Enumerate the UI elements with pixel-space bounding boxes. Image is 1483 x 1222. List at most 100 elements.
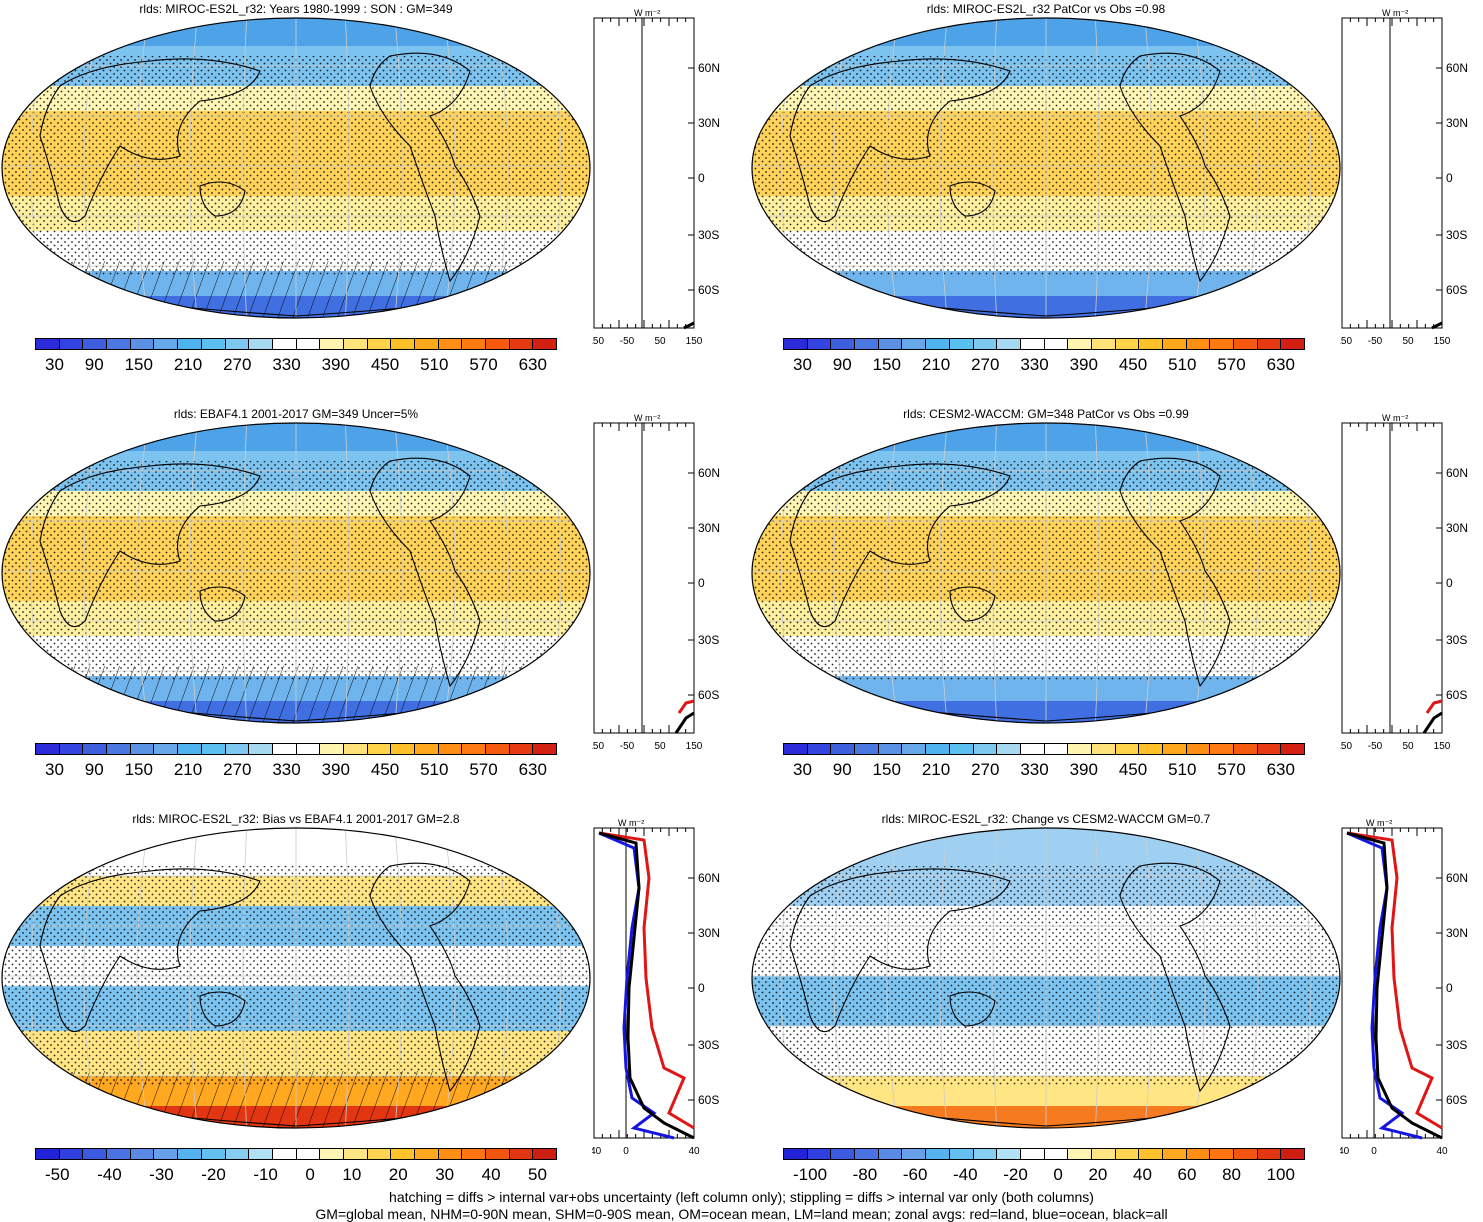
map-title: rlds: CESM2-WACCM: GM=348 PatCor vs Obs …: [903, 407, 1189, 421]
zonal-x-tick-label: 40: [688, 1146, 700, 1157]
zonal-x-tick-label: -150: [1340, 336, 1352, 347]
colorbar-swatch: [973, 339, 998, 349]
colorbar-tick-label: 390: [321, 760, 350, 779]
colorbar-tick-label: 10: [342, 1165, 362, 1184]
world-map: [751, 827, 1341, 1129]
colorbar-swatch: [59, 744, 84, 754]
colorbar-tick-label: -40: [953, 1165, 978, 1184]
colorbar-swatch: [83, 744, 108, 754]
colorbar-tick-label: 30: [793, 355, 812, 374]
colorbar-swatch: [320, 339, 344, 349]
colorbar-swatch: [83, 1149, 108, 1159]
colorbar-swatch: [973, 1149, 998, 1159]
colorbar-tick-label: 20: [1088, 1165, 1108, 1184]
colorbar-tick-label: 510: [1168, 355, 1197, 374]
colorbar-swatch: [1163, 1149, 1187, 1159]
colorbar-swatch: [949, 1149, 974, 1159]
colorbar: [783, 338, 1305, 350]
zonal-mean-plot: W m⁻² 60N 30N 0 30S 60S -40 0 40: [1340, 818, 1468, 1157]
colorbar-swatch: [807, 744, 832, 754]
colorbar-swatch: [343, 339, 368, 349]
colorbar-labels: 30 90 150 210 270 330 390 450 510 570 630: [45, 760, 547, 780]
colorbar-swatch: [1091, 744, 1116, 754]
panel-p6: rlds: MIROC-ES2L_r32: Change vs CESM2-WA…: [750, 810, 1483, 1210]
latitude-label: 60S: [698, 1093, 719, 1107]
colorbar-tick-label: 570: [469, 760, 498, 779]
panel-p3: rlds: EBAF4.1 2001-2017 GM=349 Uncer=5% 3…: [0, 405, 740, 805]
colorbar-tick-label: 330: [1020, 355, 1049, 374]
latitude-label: 30N: [1446, 116, 1468, 130]
colorbar-swatch: [178, 744, 202, 754]
colorbar-tick-label: 90: [832, 355, 852, 374]
latitude-label: 60S: [1446, 688, 1467, 702]
colorbar-tick-label: 150: [872, 760, 901, 779]
zonal-x-tick-label: -50: [1368, 741, 1383, 752]
colorbar-tick-label: 210: [921, 355, 951, 374]
colorbar-tick-label: 100: [1266, 1165, 1295, 1184]
latitude-label: 60N: [1446, 61, 1468, 75]
latitude-label: 60S: [698, 283, 719, 297]
colorbar-swatch: [225, 339, 250, 349]
colorbar-swatch: [1020, 1149, 1045, 1159]
colorbar-swatch: [415, 339, 439, 349]
colorbar-swatch: [509, 339, 534, 349]
colorbar-swatch: [107, 1149, 131, 1159]
zonal-x-tick-label: -150: [592, 741, 604, 752]
panel-p5: rlds: MIROC-ES2L_r32: Bias vs EBAF4.1 20…: [0, 810, 740, 1210]
colorbar-swatch: [130, 1149, 155, 1159]
colorbar-swatch: [462, 339, 487, 349]
footer-line-2: GM=global mean, NHM=0-90N mean, SHM=0-90…: [315, 1206, 1168, 1222]
colorbar-swatch: [997, 744, 1021, 754]
latitude-label: 0: [1446, 576, 1453, 590]
colorbar-swatch: [1257, 339, 1282, 349]
latitude-label: 30S: [1446, 633, 1467, 647]
colorbar-swatch: [784, 1149, 808, 1159]
latitude-label: 30S: [698, 1038, 719, 1052]
colorbar-tick-label: 0: [305, 1165, 315, 1184]
latitude-label: 0: [698, 981, 705, 995]
zonal-x-tick-label: 150: [686, 741, 703, 752]
colorbar-swatch: [36, 339, 60, 349]
colorbar-swatch: [296, 744, 321, 754]
colorbar-swatch: [438, 339, 463, 349]
colorbar-swatch: [973, 744, 998, 754]
colorbar-swatch: [533, 1149, 557, 1159]
latitude-label: 30N: [1446, 926, 1468, 940]
colorbar-swatch: [807, 339, 832, 349]
zonal-unit-label: W m⁻²: [1366, 818, 1392, 828]
colorbar-swatch: [367, 744, 392, 754]
colorbar-swatch: [1281, 339, 1305, 349]
latitude-label: 30S: [698, 228, 719, 242]
map-title: rlds: MIROC-ES2L_r32: Change vs CESM2-WA…: [881, 812, 1211, 826]
colorbar-swatch: [1257, 744, 1282, 754]
zonal-mean-plot: W m⁻² 60N 30N 0 30S 60S -150 -50 50 150: [592, 8, 720, 347]
colorbar-swatch: [367, 1149, 392, 1159]
colorbar-swatch: [1210, 1149, 1235, 1159]
colorbar-tick-label: 450: [1118, 760, 1148, 779]
zonal-mean-plot: W m⁻² 60N 30N 0 30S 60S -150 -50 50 150: [1340, 8, 1468, 347]
zonal-curve: [1431, 321, 1443, 330]
colorbar-tick-label: -20: [1003, 1165, 1028, 1184]
zonal-x-tick-label: 50: [654, 741, 666, 752]
zonal-mean-plot: W m⁻² 60N 30N 0 30S 60S -40 0 40: [592, 818, 720, 1157]
colorbar-tick-label: 210: [173, 760, 203, 779]
colorbar-swatch: [59, 1149, 84, 1159]
colorbar-swatch: [831, 744, 856, 754]
colorbar-swatch: [225, 744, 250, 754]
colorbar-swatch: [462, 1149, 487, 1159]
colorbar-swatch: [926, 1149, 950, 1159]
colorbar-swatch: [831, 1149, 856, 1159]
zonal-curve: [1425, 699, 1443, 714]
colorbar-swatch: [154, 1149, 179, 1159]
colorbar-swatch: [1139, 1149, 1163, 1159]
colorbar-swatch: [926, 339, 950, 349]
zonal-x-tick-label: 150: [1434, 336, 1451, 347]
colorbar-tick-label: 30: [45, 355, 64, 374]
colorbar-swatch: [154, 744, 179, 754]
colorbar-swatch: [902, 339, 927, 349]
world-map: [751, 422, 1341, 724]
colorbar-labels: 30 90 150 210 270 330 390 450 510 570 630: [793, 355, 1295, 375]
colorbar-swatch: [1020, 339, 1045, 349]
zonal-mean-plot: W m⁻² 60N 30N 0 30S 60S -150 -50 50 150: [592, 413, 720, 752]
colorbar-swatch: [130, 744, 155, 754]
